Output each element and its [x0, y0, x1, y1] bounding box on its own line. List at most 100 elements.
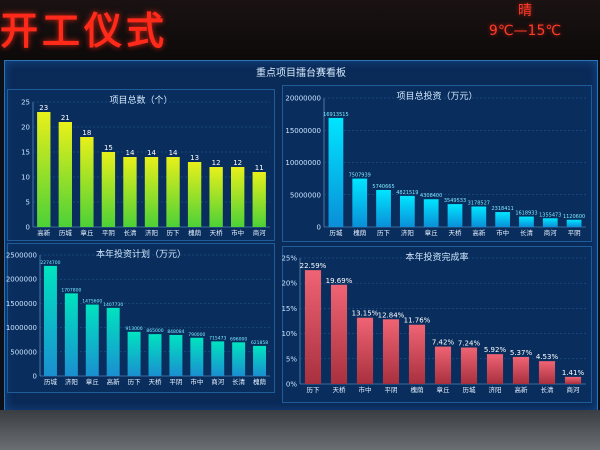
bar [471, 206, 487, 227]
x-tick-label: 市中 [359, 385, 372, 394]
x-tick-label: 济阳 [401, 228, 414, 237]
bar [408, 324, 426, 384]
bar [37, 112, 51, 227]
x-tick-label: 平阴 [169, 377, 182, 386]
bar [209, 167, 223, 227]
data-label: 1.41% [562, 369, 585, 377]
x-tick-label: 济阳 [145, 228, 158, 237]
y-tick-label: 0% [286, 381, 297, 389]
chart-title: 项目总数（个） [109, 96, 173, 106]
x-tick-label: 章丘 [86, 377, 100, 386]
bar [85, 304, 99, 376]
data-label: 13 [190, 154, 199, 162]
x-tick-label: 历城 [329, 229, 343, 237]
x-tick-label: 历下 [167, 229, 181, 237]
x-tick-label: 长清 [541, 385, 555, 394]
bar [43, 265, 57, 376]
bar [447, 204, 463, 227]
x-tick-label: 章丘 [80, 228, 94, 237]
x-tick-label: 高新 [515, 385, 529, 394]
x-tick-label: 平阴 [568, 228, 581, 237]
y-tick-label: 0 [33, 373, 37, 381]
data-label: 1475600 [82, 299, 102, 305]
y-tick-label: 0 [26, 224, 30, 232]
data-label: 1618933 [515, 211, 537, 217]
x-tick-label: 商河 [211, 377, 225, 386]
x-tick-label: 槐荫 [411, 385, 425, 394]
data-label: 4308400 [420, 193, 442, 199]
chart-title: 项目总投资（万元） [396, 92, 478, 102]
data-label: 848084 [167, 329, 184, 335]
bar [328, 117, 344, 227]
y-tick-label: 10% [281, 330, 297, 338]
bar [564, 376, 582, 384]
data-label: 7507939 [349, 173, 371, 179]
x-tick-label: 历下 [377, 229, 391, 237]
bar [106, 307, 120, 376]
x-tick-label: 高新 [37, 228, 51, 237]
data-label: 1407730 [103, 302, 123, 308]
bar [512, 356, 530, 384]
y-tick-label: 15% [281, 305, 297, 313]
y-tick-label: 2500000 [6, 252, 37, 260]
bar [169, 334, 183, 376]
bar [127, 331, 141, 376]
y-tick-label: 5 [26, 199, 30, 207]
bar [330, 284, 348, 384]
data-label: 14 [125, 149, 134, 157]
x-tick-label: 长清 [232, 377, 246, 386]
x-tick-label: 槐荫 [253, 377, 267, 386]
x-tick-label: 平阴 [102, 228, 115, 237]
x-tick-label: 历下 [128, 378, 142, 386]
data-label: 5.92% [484, 346, 507, 354]
bar [356, 317, 374, 384]
data-label: 22.59% [300, 262, 327, 270]
x-tick-label: 天桥 [333, 385, 347, 394]
data-label: 21 [61, 114, 70, 122]
x-tick-label: 槐荫 [353, 228, 367, 237]
y-tick-label: 20 [21, 124, 30, 132]
data-label: 11 [255, 164, 264, 172]
bar [304, 270, 322, 384]
x-tick-label: 章丘 [437, 385, 451, 394]
bar [211, 341, 225, 376]
data-label: 23 [39, 104, 48, 112]
x-tick-label: 长清 [123, 228, 137, 237]
x-tick-label: 商河 [253, 228, 267, 237]
bar [231, 167, 245, 227]
bar [423, 199, 439, 227]
data-label: 3178527 [468, 200, 490, 206]
bar [352, 178, 368, 227]
y-tick-label: 2000000 [6, 276, 37, 284]
data-label: 3549533 [444, 198, 466, 204]
weather-info: 晴 9℃—15℃ [470, 0, 580, 40]
x-tick-label: 历下 [307, 386, 321, 394]
bar [144, 157, 159, 227]
y-tick-label: 0 [317, 224, 321, 232]
x-tick-label: 市中 [190, 377, 203, 386]
data-label: 696000 [230, 336, 247, 342]
data-label: 621858 [251, 340, 268, 346]
data-label: 14 [169, 149, 178, 157]
bar [58, 122, 72, 227]
bar [434, 346, 452, 384]
x-tick-label: 高新 [472, 228, 486, 237]
data-label: 12 [212, 159, 221, 167]
data-label: 790000 [188, 332, 205, 338]
y-tick-label: 5% [286, 355, 297, 363]
x-tick-label: 天桥 [149, 377, 163, 386]
data-label: 5740665 [372, 184, 394, 190]
x-tick-label: 商河 [567, 385, 581, 394]
bar [399, 195, 415, 227]
bar [460, 347, 478, 384]
bar [101, 152, 116, 227]
bar [148, 334, 162, 376]
data-label: 12 [233, 159, 242, 167]
data-label: 13.15% [352, 310, 379, 318]
data-label: 865000 [146, 328, 163, 334]
bar [232, 342, 246, 376]
led-display: 开工仪式 晴 9℃—15℃ [0, 0, 600, 60]
floor [0, 410, 600, 450]
x-tick-label: 历城 [44, 378, 58, 386]
